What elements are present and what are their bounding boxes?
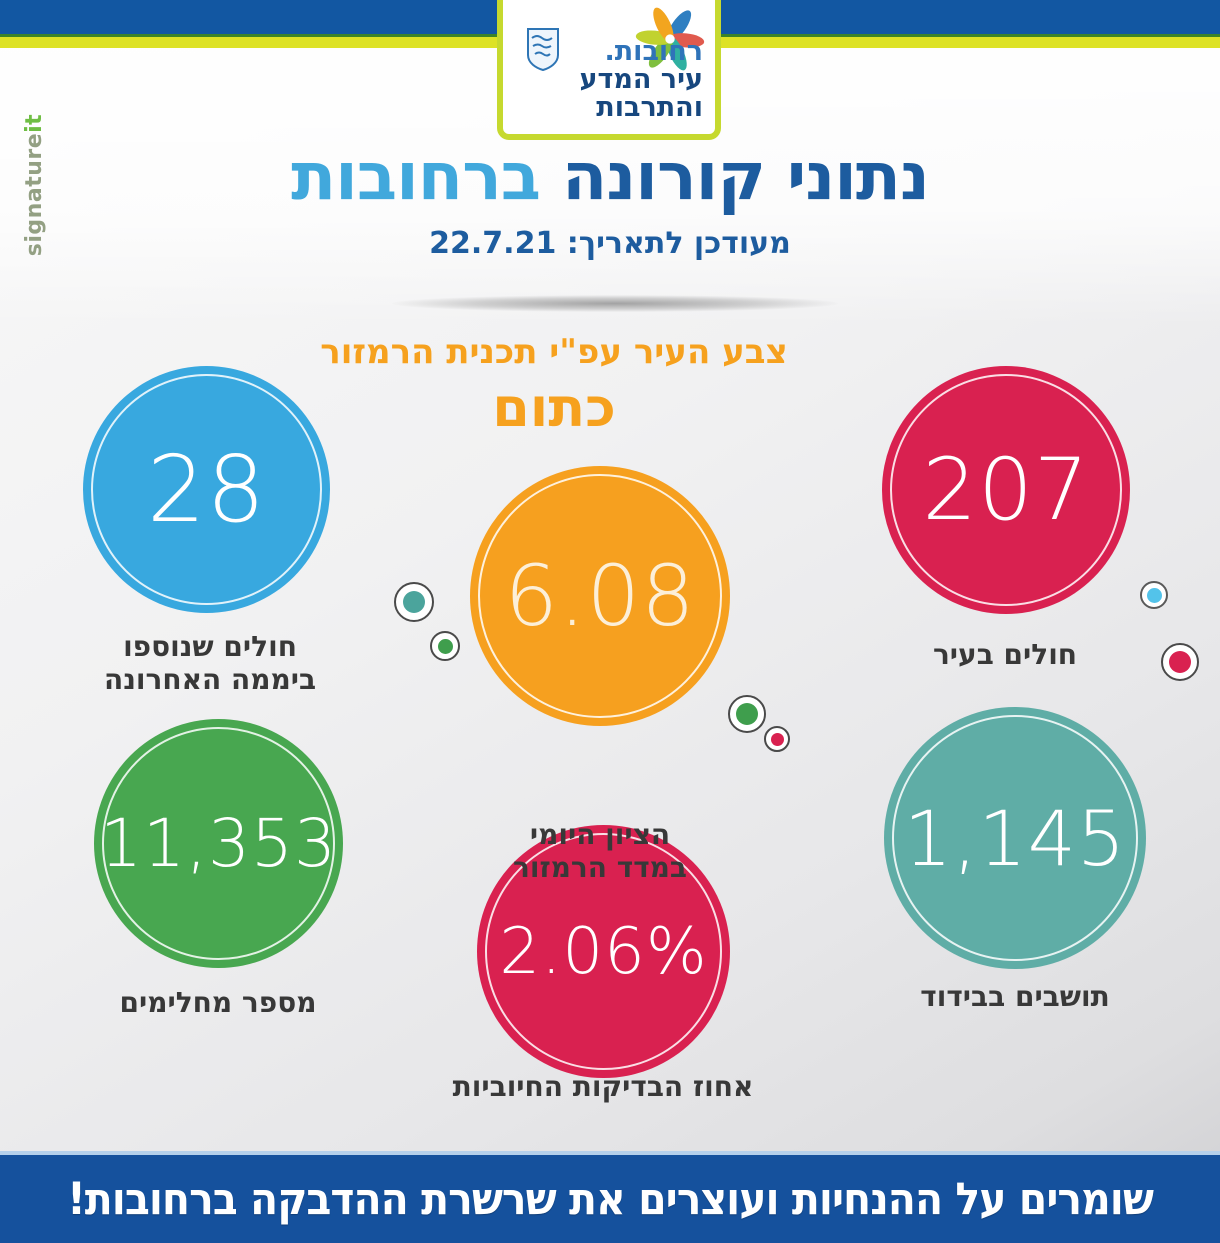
decorative-dot-green (728, 695, 766, 733)
decorative-dot-red-small (764, 726, 790, 752)
title-secondary: ברחובות (291, 138, 541, 215)
circle-inner-ring (91, 374, 322, 605)
city-emblem-icon (527, 28, 559, 72)
circle-inner-ring (485, 833, 722, 1070)
updated-date: מעודכן לתאריך: 22.7.21 (429, 226, 791, 261)
logo-tagline-line1: עיר המדע (579, 64, 703, 96)
atom-icon (635, 7, 705, 71)
stat-circle-isolation: 1,145 (884, 707, 1146, 969)
stat-value-isolation: 1,145 (903, 793, 1127, 883)
stat-label-isolation: תושבים בבידוד (920, 980, 1110, 1013)
logo-tagline-line2: והתרבות (596, 92, 703, 124)
decorative-dot-green-small (430, 631, 460, 661)
stat-label-daily-score: הציון היומי במדד הרמזור (512, 818, 688, 885)
stat-value-new-cases: 28 (146, 436, 267, 543)
stat-circle-positive-rate: 2.06% (477, 825, 730, 1078)
stat-label-recovered: מספר מחלימים (119, 986, 317, 1019)
traffic-light-status: כתום (492, 376, 616, 439)
stat-circle-recovered: 11,353 (94, 719, 343, 968)
traffic-light-caption: צבע העיר עפ"י תכנית הרמזור (320, 332, 788, 372)
decorative-dot-red (1161, 643, 1199, 681)
page-title: נתוני קורונה ברחובות (0, 138, 1220, 215)
stat-circle-active-cases: 207 (882, 366, 1130, 614)
stat-value-recovered: 11,353 (100, 805, 337, 882)
circle-inner-ring (478, 474, 722, 718)
stat-label-positive-rate: אחוז הבדיקות החיוביות (452, 1070, 754, 1103)
footer-message: שומרים על ההנחיות ועוצרים את שרשרת ההדבק… (67, 1173, 1154, 1225)
circle-inner-ring (892, 715, 1138, 961)
stat-label-active-cases: חולים בעיר (932, 638, 1078, 671)
swoosh-shadow (392, 295, 838, 312)
circle-inner-ring (890, 374, 1122, 606)
footer-bar: שומרים על ההנחיות ועוצרים את שרשרת ההדבק… (0, 1155, 1220, 1243)
logo-text: רחובות. עיר המדע והתרבות (579, 36, 703, 124)
decorative-dot-blue-small (1140, 581, 1168, 609)
circle-inner-ring (102, 727, 335, 960)
watermark-it-text: it (22, 113, 47, 133)
stat-value-daily-score: 6.08 (504, 547, 696, 645)
footer-top-line (0, 1151, 1220, 1155)
stat-circle-daily-score: 6.08 (470, 466, 730, 726)
city-logo-card: רחובות. עיר המדע והתרבות (497, 0, 721, 140)
stat-value-active-cases: 207 (922, 440, 1090, 540)
stat-circle-new-cases: 28 (83, 366, 330, 613)
stat-label-new-cases: חולים שנוספו ביממה האחרונה (103, 630, 317, 697)
title-primary: נתוני קורונה (562, 138, 930, 215)
logo-city-name: רחובות. (604, 36, 703, 67)
decorative-dot-teal (394, 582, 434, 622)
stat-value-positive-rate: 2.06% (499, 914, 708, 989)
